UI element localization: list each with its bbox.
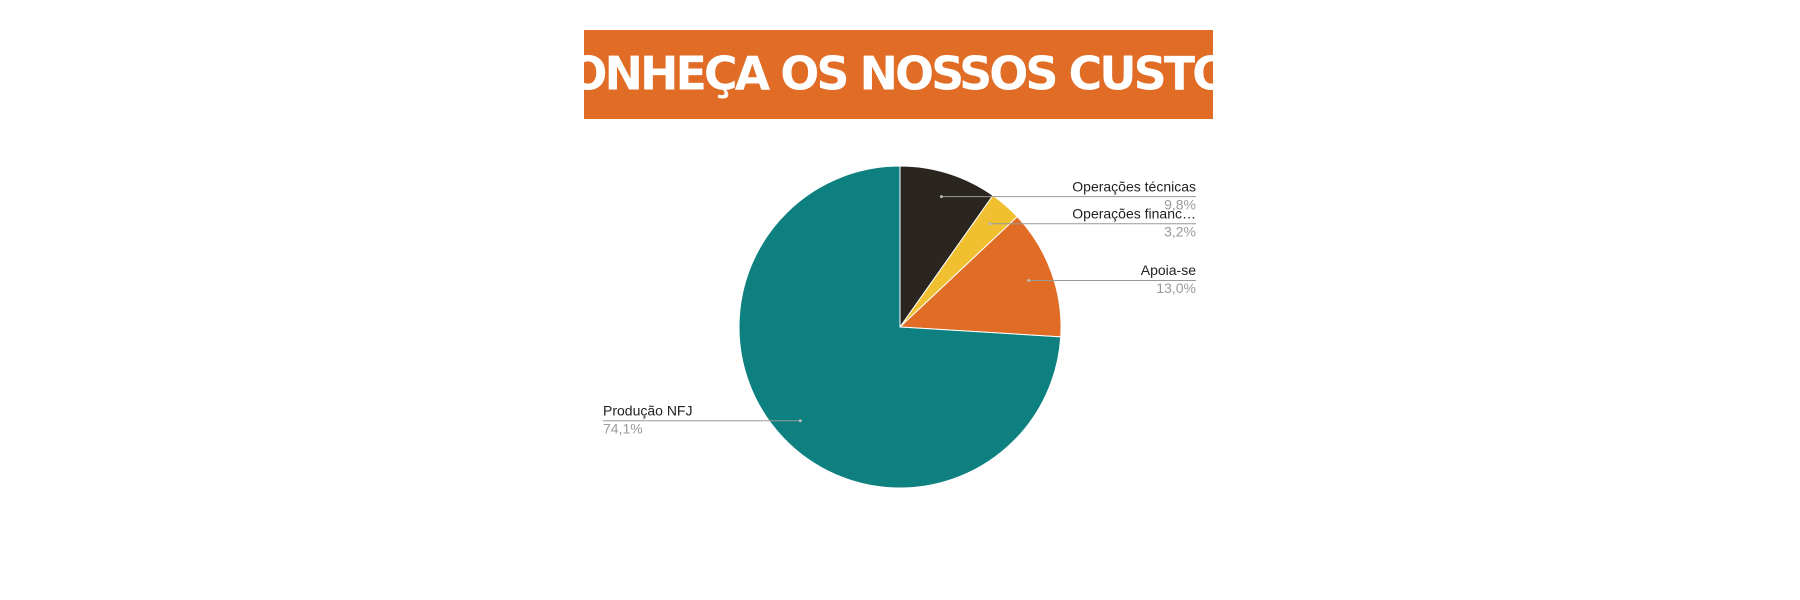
leader-dot <box>798 419 802 423</box>
slice-label: Produção NFJ <box>603 402 692 418</box>
chart-title: CONHEÇA OS NOSSOS CUSTOS <box>538 47 1259 101</box>
title-banner <box>584 30 1213 119</box>
slice-label: Apoia-se <box>1141 262 1196 278</box>
leader-dot <box>1027 278 1031 282</box>
leader-dot <box>988 222 992 226</box>
slice-value-label: 3,2% <box>1164 223 1196 239</box>
pie-slice <box>738 165 1062 489</box>
slice-value-label: 13,0% <box>1156 280 1196 296</box>
slice-value-label: 9,8% <box>1164 196 1196 212</box>
slice-label: Operações técnicas <box>1072 178 1196 194</box>
pie-slice <box>899 165 994 329</box>
slice-label: Operações financ… <box>1072 205 1196 221</box>
leader-dot <box>939 195 943 199</box>
pie-slice <box>898 215 1062 338</box>
slice-value-label: 74,1% <box>603 420 643 436</box>
